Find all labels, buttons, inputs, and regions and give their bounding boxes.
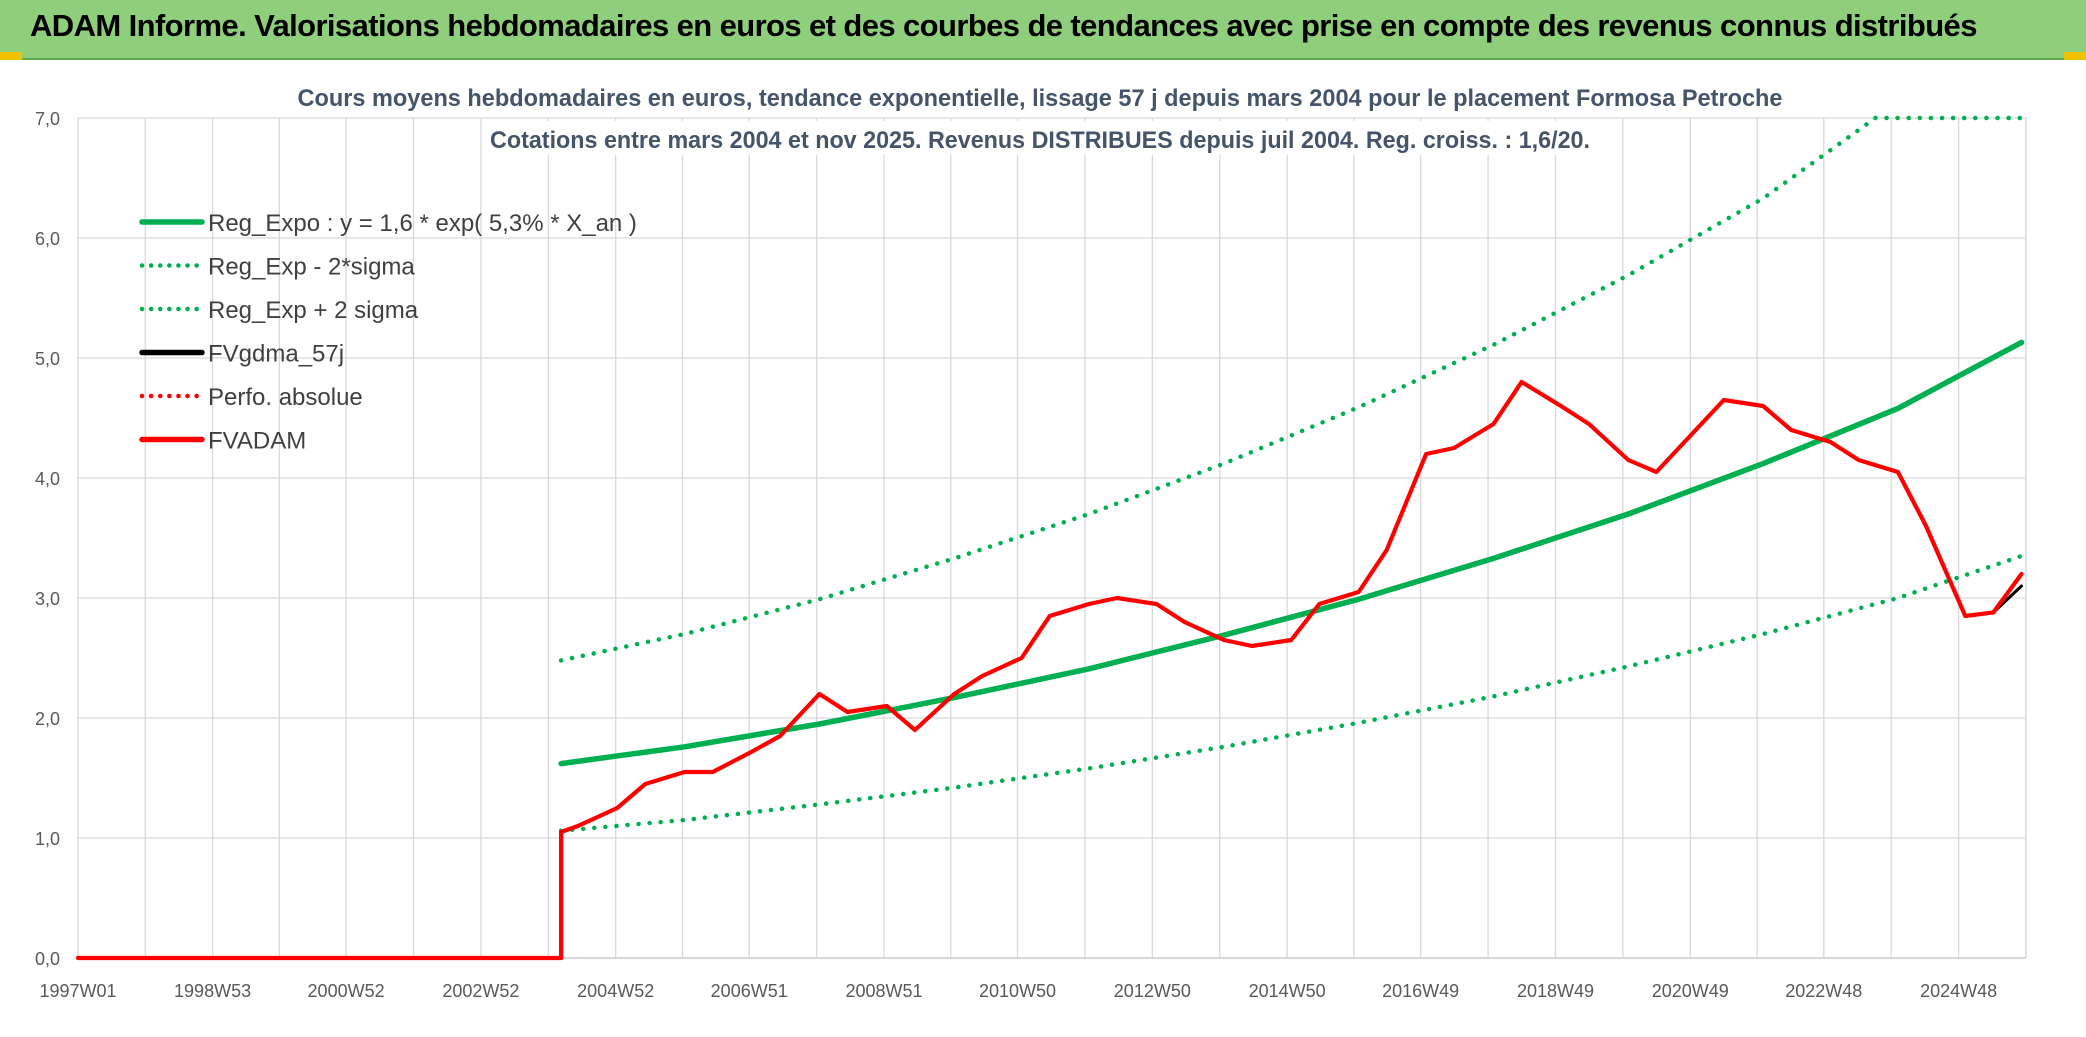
- title-backing: [290, 79, 1790, 113]
- legend-label: Reg_Exp - 2*sigma: [208, 254, 415, 281]
- series-line: [75, 379, 2024, 961]
- legend-label: Reg_Expo : y = 1,6 * exp( 5,3% * X_an ): [208, 210, 637, 237]
- x-tick-label: 2014W50: [1249, 981, 1326, 1001]
- x-tick-label: 2022W48: [1785, 981, 1862, 1001]
- y-tick-label: 3,0: [35, 589, 60, 609]
- chart-area: 0,0 1,0 2,0 3,0 4,0 5,0 6,0 7,0 1997W01 1998W53 20…: [0, 58, 2086, 1037]
- y-tick-label: 7,0: [35, 109, 60, 129]
- x-tick-label: 2006W51: [711, 981, 788, 1001]
- banner-corner-left: [0, 52, 22, 60]
- y-tick-label: 1,0: [35, 829, 60, 849]
- y-tick-label: 4,0: [35, 469, 60, 489]
- legend-label: Reg_Exp + 2 sigma: [208, 297, 419, 324]
- y-tick-label: 2,0: [35, 709, 60, 729]
- x-tick-label: 2024W48: [1920, 981, 1997, 1001]
- y-tick-label: 6,0: [35, 229, 60, 249]
- x-tick-label: 2000W52: [308, 981, 385, 1001]
- report-banner: ADAM Informe. Valorisations hebdomadaire…: [0, 0, 2086, 60]
- legend-label: FVgdma_57j: [208, 341, 344, 368]
- x-tick-label: 2008W51: [845, 981, 922, 1001]
- x-tick-label: 2002W52: [442, 981, 519, 1001]
- line-chart: 0,0 1,0 2,0 3,0 4,0 5,0 6,0 7,0 1997W01 1998W53 20…: [35, 79, 2027, 1001]
- x-tick-label: 2012W50: [1114, 981, 1191, 1001]
- x-tick-label: 2020W49: [1652, 981, 1729, 1001]
- legend-label: Perfo. absolue: [208, 384, 363, 411]
- report-title: ADAM Informe. Valorisations hebdomadaire…: [30, 8, 1977, 43]
- y-tick-label: 5,0: [35, 349, 60, 369]
- chart-subtitle: Cotations entre mars 2004 et nov 2025. R…: [490, 127, 1590, 154]
- x-tick-label: 2018W49: [1517, 981, 1594, 1001]
- legend-label: FVADAM: [208, 428, 306, 455]
- series-line: [558, 339, 2025, 767]
- chart-title: Cours moyens hebdomadaires en euros, ten…: [298, 85, 1783, 112]
- series-line: [558, 115, 2024, 663]
- x-tick-label: 2010W50: [979, 981, 1056, 1001]
- series-line: [558, 553, 2024, 834]
- title-backing: [482, 121, 1598, 155]
- x-tick-label: 2004W52: [577, 981, 654, 1001]
- x-tick-label: 1998W53: [174, 981, 251, 1001]
- banner-corner-right: [2064, 52, 2086, 60]
- y-tick-label: 0,0: [35, 949, 60, 969]
- x-tick-label: 2016W49: [1382, 981, 1459, 1001]
- x-tick-label: 1997W01: [39, 981, 116, 1001]
